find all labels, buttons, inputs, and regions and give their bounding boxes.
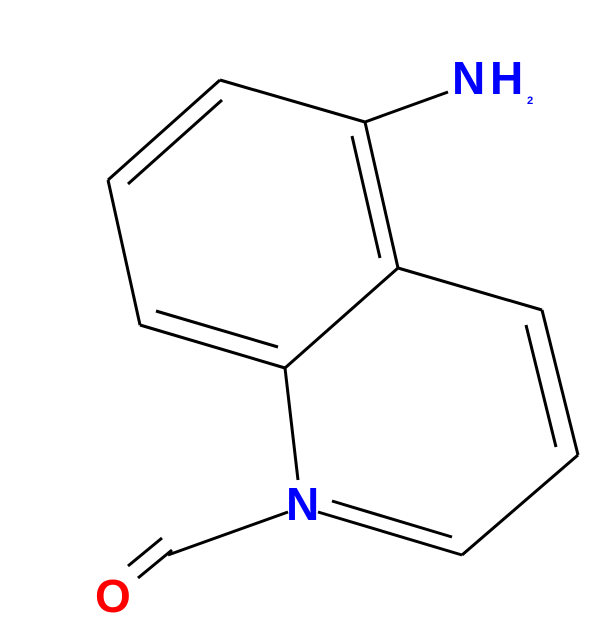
- bond-c5-c6: [285, 268, 398, 368]
- bond-c7-c8-a: [542, 310, 578, 455]
- bond-c2-c3-b: [128, 100, 222, 184]
- bond-c6-c1-a: [365, 122, 398, 268]
- bond-c6-c1-b: [352, 136, 380, 258]
- bond-c3-c4: [108, 180, 140, 325]
- bond-n-c5: [285, 368, 298, 480]
- bond-c4-c5-b: [156, 311, 278, 347]
- atom-o: O: [95, 570, 131, 622]
- bond-c2-c3-a: [108, 80, 220, 180]
- bond-c1-nh2: [365, 92, 448, 122]
- bond-c8-c9: [462, 455, 578, 555]
- atom-nh2-2: 2: [527, 95, 533, 107]
- bond-c4-c5-a: [140, 325, 285, 368]
- atom-n-ring: N: [286, 478, 319, 530]
- bond-n-cho: [168, 512, 288, 555]
- atom-nh2-h: H: [490, 52, 523, 104]
- molecule-canvas: N H 2 N O: [0, 0, 599, 623]
- bond-c1-c2: [220, 80, 365, 122]
- bond-c9-c10-b: [332, 501, 452, 537]
- atom-nh2-n: N: [452, 52, 485, 104]
- bond-c6-c7: [398, 268, 542, 310]
